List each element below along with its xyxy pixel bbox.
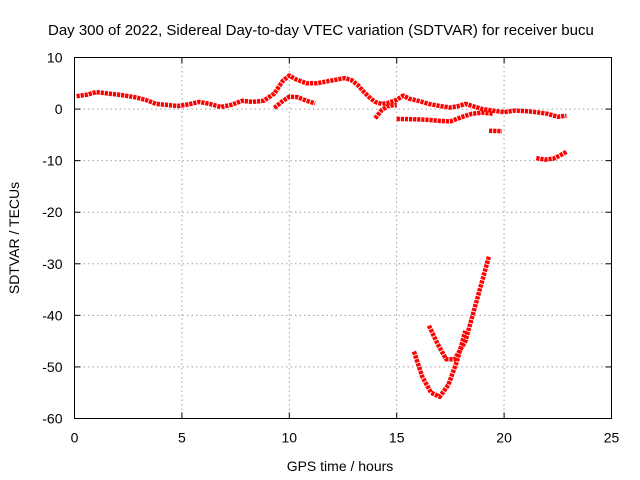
series-trace-6 — [535, 149, 568, 162]
series-main-trace — [76, 73, 567, 120]
y-tick-label: -10 — [42, 153, 62, 169]
x-tick-label: 10 — [282, 430, 298, 446]
tick-labels: 0 5 10 15 20 25 10 0 -10 -20 -30 -40 -50 -60 — [42, 50, 619, 446]
series-trace-7 — [411, 330, 468, 400]
y-tick-label: 0 — [55, 101, 63, 117]
data-series — [76, 73, 568, 400]
x-tick-label: 20 — [496, 430, 512, 446]
y-tick-label: -20 — [42, 204, 62, 220]
y-tick-label: -40 — [42, 307, 62, 323]
chart-title: Day 300 of 2022, Sidereal Day-to-day VTE… — [48, 22, 594, 39]
axis-ticks — [74, 57, 612, 419]
x-tick-label: 5 — [178, 430, 186, 446]
series-trace-2 — [272, 94, 316, 110]
y-axis-label: SDTVAR / TECUs — [6, 182, 22, 294]
series-trace-3 — [373, 102, 397, 120]
series-trace-5 — [489, 128, 503, 134]
y-tick-label: 10 — [47, 50, 63, 66]
x-tick-label: 0 — [71, 430, 79, 446]
x-tick-label: 25 — [604, 430, 620, 446]
y-tick-label: -50 — [42, 359, 62, 375]
y-tick-label: -30 — [42, 256, 62, 272]
y-tick-label: -60 — [42, 411, 62, 427]
x-axis-label: GPS time / hours — [287, 458, 394, 474]
x-tick-label: 15 — [389, 430, 405, 446]
grid-lines — [74, 57, 612, 419]
plot-frame — [74, 57, 612, 419]
series-trace-4 — [396, 110, 494, 124]
series-trace-8 — [426, 255, 492, 362]
